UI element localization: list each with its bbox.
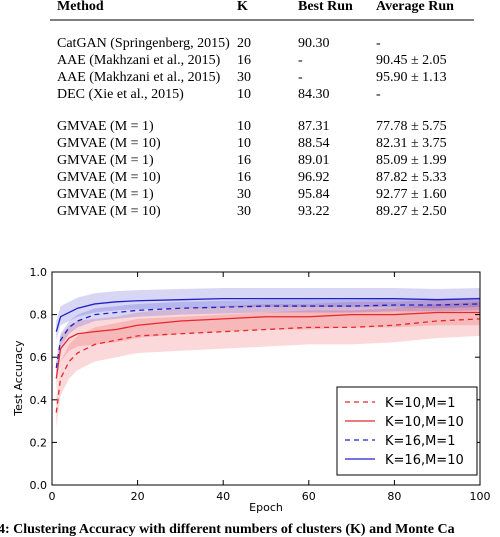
table-cell: 16 xyxy=(237,170,251,185)
legend-box xyxy=(336,386,478,476)
y-tick-label: 0.6 xyxy=(30,351,48,364)
caption: 4: Clustering Accuracy with different nu… xyxy=(0,522,455,537)
table-cell: GMVAE (M = 1) xyxy=(57,153,154,168)
plot-frame xyxy=(51,271,481,486)
table-header: K xyxy=(237,0,248,14)
table-cell: DEC (Xie et al., 2015) xyxy=(57,87,184,102)
x-tick-label: 40 xyxy=(216,490,230,503)
table-cell: 93.22 xyxy=(298,204,330,219)
y-axis-label: Test Accuracy xyxy=(12,340,25,417)
legend-label: K=10,M=10 xyxy=(385,415,464,430)
table-cell: 90.45 ± 2.05 xyxy=(376,53,447,68)
confidence-band xyxy=(56,301,480,428)
x-tick-label: 80 xyxy=(387,490,401,503)
table-cell: 30 xyxy=(237,187,251,202)
table-cell: - xyxy=(298,53,303,68)
table-cell: 90.30 xyxy=(298,36,330,51)
table-cell: - xyxy=(376,87,381,102)
table-cell: GMVAE (M = 1) xyxy=(57,119,154,134)
table-cell: 10 xyxy=(237,87,251,102)
x-axis-label: Epoch xyxy=(249,501,283,514)
table-cell: 95.84 xyxy=(298,187,330,202)
series-line xyxy=(55,311,480,379)
table-cell: 84.30 xyxy=(298,87,330,102)
y-tick-label: 0.8 xyxy=(30,309,48,322)
table-header: Method xyxy=(57,0,104,14)
table-cell: - xyxy=(298,70,303,85)
table-cell: AAE (Makhzani et al., 2015) xyxy=(57,70,221,85)
table-cell: GMVAE (M = 10) xyxy=(57,136,161,151)
table-cell: 20 xyxy=(237,36,251,51)
series-line xyxy=(55,318,481,413)
table-cell: GMVAE (M = 10) xyxy=(57,170,161,185)
table-cell: 10 xyxy=(237,119,251,134)
table-header: Average Run xyxy=(376,0,454,14)
table-cell: 87.82 ± 5.33 xyxy=(376,170,447,185)
table-cell: 30 xyxy=(237,70,251,85)
table-cell: 16 xyxy=(237,153,251,168)
y-tick-label: 0.2 xyxy=(30,436,48,449)
table-cell: AAE (Makhzani et al., 2015) xyxy=(57,53,221,68)
legend-label: K=10,M=1 xyxy=(385,396,455,411)
y-tick-label: 0.0 xyxy=(30,479,48,492)
x-tick-label: 0 xyxy=(49,490,56,503)
x-tick-label: 20 xyxy=(131,490,145,503)
table-cell: 88.54 xyxy=(298,136,330,151)
table-cell: 92.77 ± 1.60 xyxy=(376,187,447,202)
table-cell: 96.92 xyxy=(298,170,330,185)
confidence-band xyxy=(56,287,480,341)
y-tick-label: 0.4 xyxy=(30,394,48,407)
table-cell: GMVAE (M = 10) xyxy=(57,204,161,219)
legend-label: K=16,M=1 xyxy=(385,434,455,449)
table-cell: - xyxy=(376,36,381,51)
table-cell: 87.31 xyxy=(298,119,330,134)
series-line xyxy=(55,297,481,332)
table-cell: CatGAN (Springenberg, 2015) xyxy=(57,36,230,51)
table-cell: 95.90 ± 1.13 xyxy=(376,70,447,85)
table-cell: 16 xyxy=(237,53,251,68)
x-tick-label: 60 xyxy=(302,490,316,503)
table-cell: 10 xyxy=(237,136,251,151)
table-cell: 89.27 ± 2.50 xyxy=(376,204,447,219)
series-line xyxy=(55,303,481,368)
table-cell: 89.01 xyxy=(298,153,330,168)
table-cell: GMVAE (M = 1) xyxy=(57,187,154,202)
table-cell: 30 xyxy=(237,204,251,219)
table-cell: 77.78 ± 5.75 xyxy=(376,119,447,134)
legend-label: K=16,M=10 xyxy=(385,453,464,468)
y-tick-label: 1.0 xyxy=(30,266,48,279)
table-cell: 82.31 ± 3.75 xyxy=(376,136,447,151)
table-header: Best Run xyxy=(298,0,353,14)
table-cell: 85.09 ± 1.99 xyxy=(376,153,447,168)
x-tick-label: 100 xyxy=(470,490,491,503)
